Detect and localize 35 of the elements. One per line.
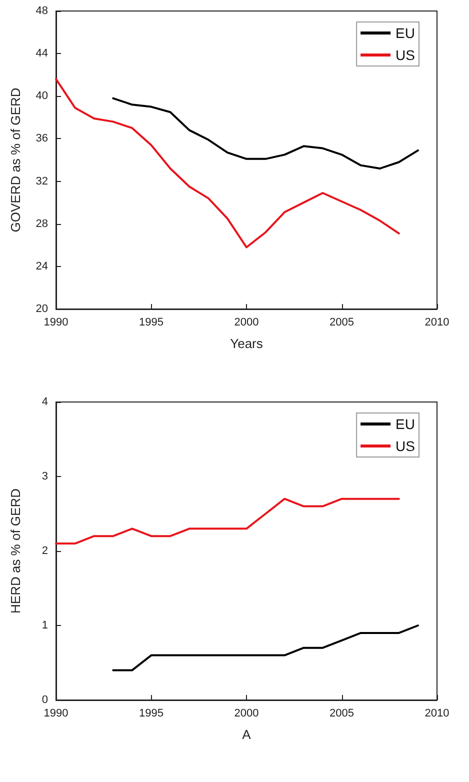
y-tick-label: 2 <box>42 545 48 557</box>
y-tick-label: 1 <box>42 620 48 632</box>
y-tick-label: 32 <box>36 175 48 188</box>
x-axis-title: Years <box>230 336 264 351</box>
x-tick-label: 2005 <box>330 316 354 328</box>
y-axis-title: HERD as % of GERD <box>8 488 23 614</box>
x-tick-label: 2010 <box>424 316 450 328</box>
x-tick-label: 1990 <box>44 708 68 720</box>
y-tick-label: 3 <box>42 470 48 482</box>
legend-label: US <box>396 438 416 454</box>
x-tick-label: 2000 <box>234 316 259 328</box>
x-tick-label: 1995 <box>139 708 164 720</box>
y-tick-label: 4 <box>42 396 48 408</box>
line-series <box>112 624 419 672</box>
y-tick-label: 24 <box>36 260 48 272</box>
y-axis-title: GOVERD as % of GERD <box>8 88 23 232</box>
x-tick-label: 1995 <box>139 316 164 328</box>
y-tick-label: 0 <box>42 694 48 706</box>
y-tick-label: 28 <box>36 218 48 230</box>
line-series <box>112 97 419 170</box>
y-tick-label: 40 <box>36 90 48 102</box>
y-tick-label: 48 <box>36 5 48 17</box>
legend-label: EU <box>396 416 416 432</box>
y-tick-label: 20 <box>36 303 48 315</box>
line-series <box>55 78 400 248</box>
x-tick-label: 2005 <box>330 708 354 720</box>
line-series <box>55 498 400 545</box>
x-tick-label: 2000 <box>234 708 259 720</box>
y-tick-label: 44 <box>36 48 48 60</box>
legend-label: EU <box>396 25 416 41</box>
y-tick-label: 36 <box>36 132 48 145</box>
legend-label: US <box>396 47 416 63</box>
x-tick-label: 1990 <box>44 316 68 328</box>
x-tick-label: 2010 <box>424 708 450 720</box>
x-axis-title: A <box>242 727 252 742</box>
